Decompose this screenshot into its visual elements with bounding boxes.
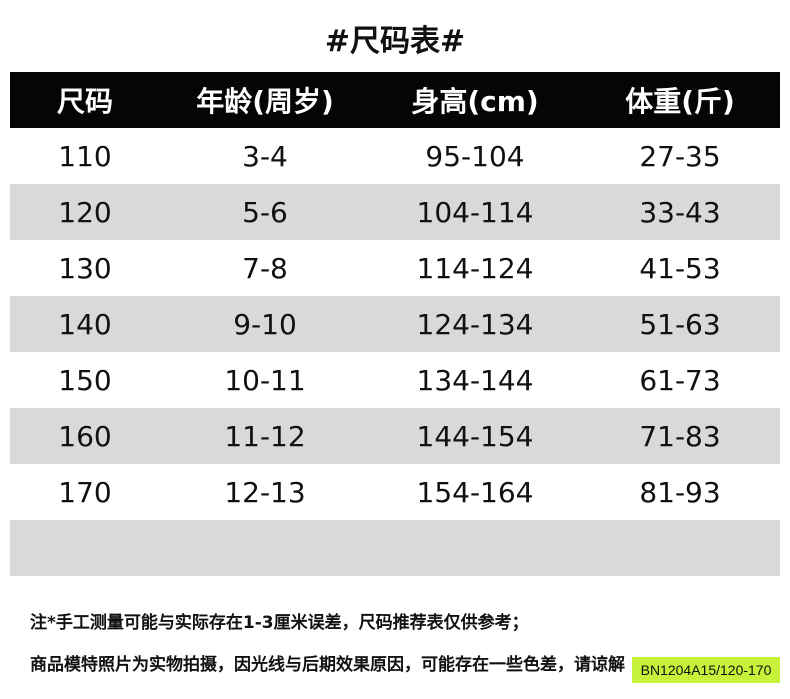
table-row: 160 11-12 144-154 71-83 [10, 408, 780, 464]
cell-weight: 81-93 [639, 475, 721, 509]
cell-size: 170 [58, 475, 112, 509]
header-height: 身高(cm) [411, 85, 539, 118]
cell-age: 11-12 [224, 419, 306, 453]
size-table: 尺码 年龄(周岁) 身高(cm) 体重(斤) 110 3-4 95-104 27-35… [10, 72, 780, 576]
cell-weight: 41-53 [639, 251, 721, 285]
cell-size: 120 [58, 195, 112, 229]
cell-weight: 33-43 [639, 195, 721, 229]
cell-weight: 61-73 [639, 363, 721, 397]
cell-size: 110 [58, 139, 112, 173]
cell-size: 150 [58, 363, 112, 397]
table-row: 150 10-11 134-144 61-73 [10, 352, 780, 408]
header-age: 年龄(周岁) [196, 85, 334, 118]
cell-age: 7-8 [242, 251, 288, 285]
header-size: 尺码 [56, 85, 113, 118]
cell-size: 160 [58, 419, 112, 453]
table-row: 140 9-10 124-134 51-63 [10, 296, 780, 352]
cell-weight: 27-35 [639, 139, 721, 173]
cell-age: 10-11 [224, 363, 306, 397]
page-title: #尺码表# [324, 24, 466, 59]
header-weight: 体重(斤) [625, 85, 735, 118]
table-row: 120 5-6 104-114 33-43 [10, 184, 780, 240]
cell-age: 3-4 [242, 139, 288, 173]
empty-row [10, 520, 780, 576]
cell-height: 144-154 [416, 419, 534, 453]
cell-height: 124-134 [416, 307, 534, 341]
cell-size: 140 [58, 307, 112, 341]
cell-height: 134-144 [416, 363, 534, 397]
cell-age: 12-13 [224, 475, 306, 509]
cell-height: 154-164 [416, 475, 534, 509]
cell-age: 9-10 [233, 307, 297, 341]
cell-height: 104-114 [416, 195, 534, 229]
note-color: 商品模特照片为实物拍摄，因光线与后期效果原因，可能存在一些色差，请谅解 [30, 655, 625, 675]
table-row: 170 12-13 154-164 81-93 [10, 464, 780, 520]
cell-age: 5-6 [242, 195, 288, 229]
cell-height: 95-104 [425, 139, 525, 173]
table-header: 尺码 年龄(周岁) 身高(cm) 体重(斤) [10, 72, 780, 128]
table-row: 110 3-4 95-104 27-35 [10, 128, 780, 184]
cell-weight: 71-83 [639, 419, 721, 453]
table-row: 130 7-8 114-124 41-53 [10, 240, 780, 296]
note-measurement: 注*手工测量可能与实际存在1-3厘米误差，尺码推荐表仅供参考； [30, 613, 529, 633]
cell-size: 130 [58, 251, 112, 285]
product-code-badge: BN1204A15/120-170 [632, 657, 780, 683]
cell-weight: 51-63 [639, 307, 721, 341]
cell-height: 114-124 [416, 251, 534, 285]
